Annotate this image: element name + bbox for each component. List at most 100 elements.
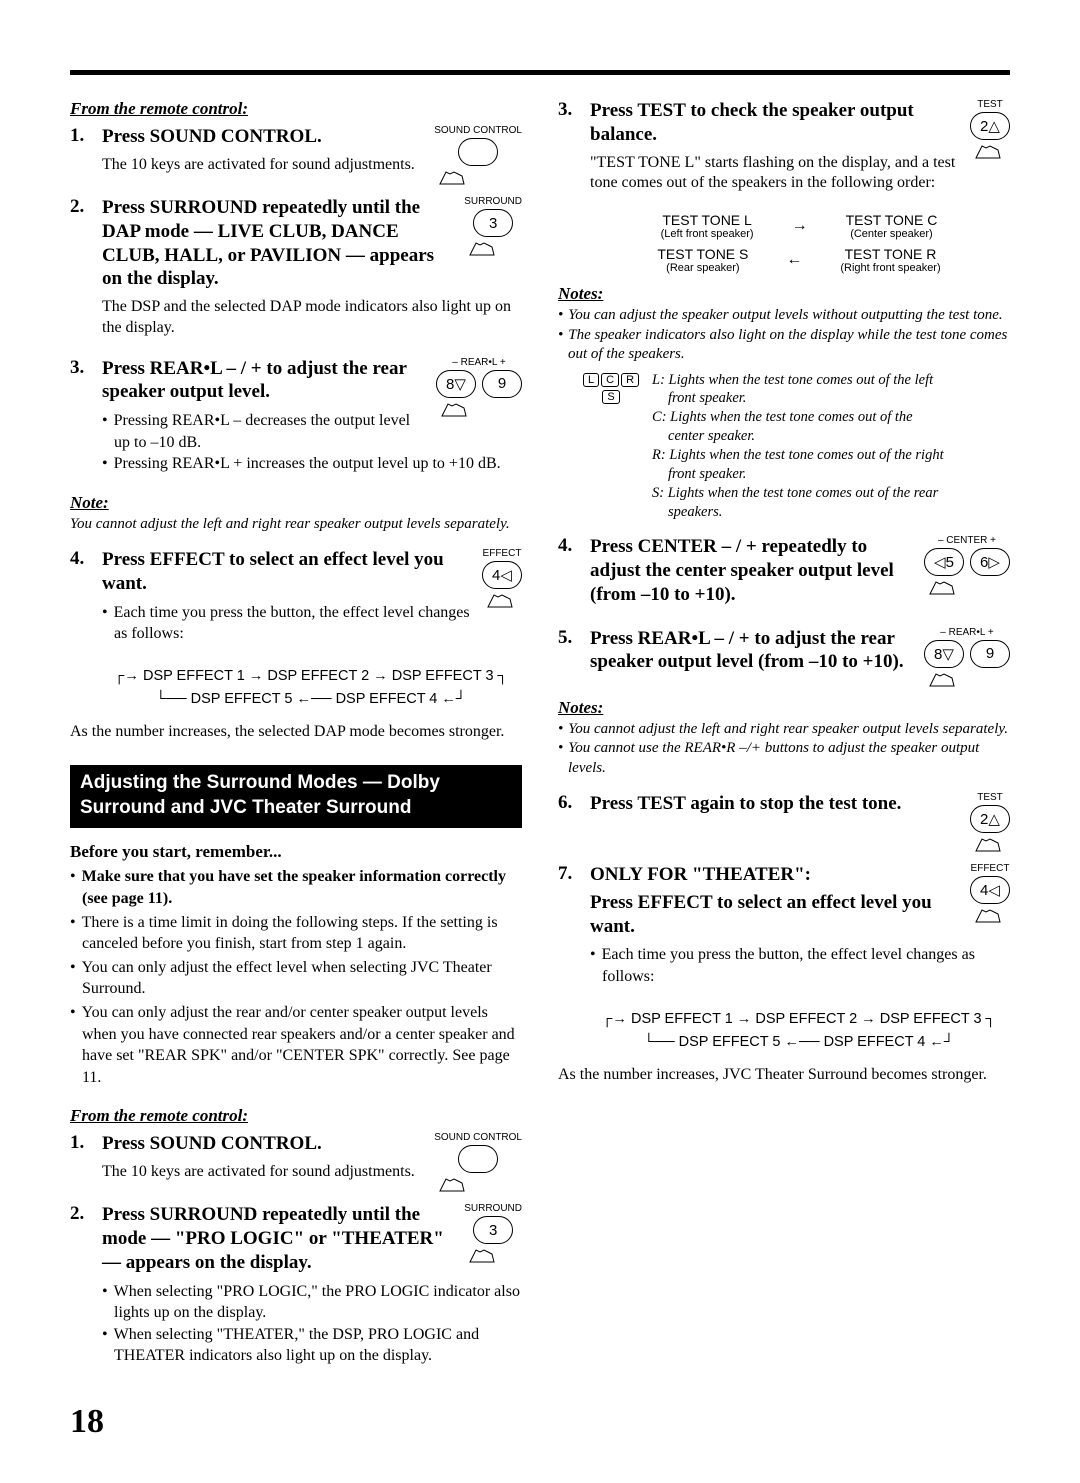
right-column: TEST 2△ 3. Press TEST to check the speak…: [558, 99, 1010, 1441]
step-bullets: Each time you press the button, the effe…: [590, 944, 1010, 987]
remote-button: 2△: [970, 112, 1010, 140]
step-3: – REAR•L + 8▽ 9 3. Press REAR•L – / + to…: [70, 357, 522, 483]
page-number: 18: [70, 1403, 522, 1441]
step-subtext: The DSP and the selected DAP mode indica…: [102, 297, 522, 339]
bullet-item: Make sure that you have set the speaker …: [70, 866, 522, 911]
manual-page: From the remote control: SOUND CONTROL 1…: [0, 0, 1080, 1483]
step-7r: EFFECT 4◁ 7. ONLY FOR "THEATER": Press E…: [558, 863, 1010, 995]
step-2b: SURROUND 3 2. Press SURROUND repeatedly …: [70, 1203, 522, 1375]
after-cycle-text: As the number increases, JVC Theater Sur…: [558, 1064, 1010, 1086]
dsp-effect-cycle: ┌→ DSP EFFECT 1 → DSP EFFECT 2 → DSP EFF…: [588, 1008, 1010, 1054]
test-icon: TEST 2△: [970, 792, 1010, 853]
step-bullets: When selecting "PRO LOGIC," the PRO LOGI…: [102, 1281, 522, 1367]
remote-button: ◁5: [924, 548, 964, 576]
hand-icon: [434, 166, 470, 186]
step-4: EFFECT 4◁ 4. Press EFFECT to select an e…: [70, 548, 522, 653]
step-heading: Press REAR•L – / + to adjust the rear sp…: [590, 627, 916, 675]
notes-list: You can adjust the speaker output levels…: [558, 306, 1010, 365]
bullet-item: When selecting "THEATER," the DSP, PRO L…: [102, 1324, 522, 1367]
indicator-descriptions: L: Lights when the test tone comes out o…: [652, 371, 952, 522]
test-icon: TEST 2△: [970, 99, 1010, 160]
from-remote-heading: From the remote control:: [70, 1106, 522, 1126]
remote-button: 9: [970, 640, 1010, 668]
step-1b: SOUND CONTROL 1. Press SOUND CONTROL. Th…: [70, 1132, 522, 1193]
notes-heading: Notes:: [558, 698, 1010, 718]
dsp-effect-cycle: ┌→ DSP EFFECT 1 → DSP EFFECT 2 → DSP EFF…: [100, 665, 522, 711]
pre-start-list: Make sure that you have set the speaker …: [70, 866, 522, 1090]
hand-icon: [464, 237, 500, 257]
bullet-item: Pressing REAR•L + increases the output l…: [102, 453, 522, 475]
hand-icon: [924, 576, 960, 596]
test-tone-diagram: TEST TONE L(Left front speaker) → TEST T…: [588, 212, 1010, 274]
remote-button: 4◁: [970, 876, 1010, 904]
remote-button: 6▷: [970, 548, 1010, 576]
hand-icon: [434, 1173, 470, 1193]
remote-button: 3: [473, 209, 513, 237]
note-item: You cannot use the REAR•R –/+ buttons to…: [558, 739, 1010, 778]
notes-list: You cannot adjust the left and right rea…: [558, 720, 1010, 779]
step-subtext: "TEST TONE L" starts flashing on the dis…: [590, 153, 1010, 195]
effect-icon: EFFECT 4◁: [970, 863, 1010, 924]
left-column: From the remote control: SOUND CONTROL 1…: [70, 99, 522, 1441]
hand-icon: [436, 398, 472, 418]
remote-button: [458, 138, 498, 166]
from-remote-heading: From the remote control:: [70, 99, 522, 119]
hand-icon: [970, 833, 1006, 853]
remote-button: 4◁: [482, 561, 522, 589]
step-bullets: Pressing REAR•L – decreases the output l…: [102, 410, 522, 475]
step-heading: Press EFFECT to select an effect level y…: [590, 891, 962, 939]
bullet-item: When selecting "PRO LOGIC," the PRO LOGI…: [102, 1281, 522, 1324]
two-columns: From the remote control: SOUND CONTROL 1…: [70, 99, 1010, 1441]
note-text: You cannot adjust the left and right rea…: [70, 515, 522, 535]
effect-icon: EFFECT 4◁: [482, 548, 522, 609]
hand-icon: [924, 668, 960, 688]
indicator-block: LCR S L: Lights when the test tone comes…: [568, 371, 1010, 522]
remote-button: 2△: [970, 805, 1010, 833]
hand-icon: [970, 904, 1006, 924]
remote-button: 8▽: [924, 640, 964, 668]
notes-heading: Notes:: [558, 284, 1010, 304]
sound-control-icon: SOUND CONTROL: [434, 1132, 522, 1193]
bullet-item: You can only adjust the effect level whe…: [70, 957, 522, 1002]
step-heading: ONLY FOR "THEATER":: [590, 863, 962, 887]
step-heading: Press SOUND CONTROL.: [102, 1132, 426, 1156]
step-1: SOUND CONTROL 1. Press SOUND CONTROL. Th…: [70, 125, 522, 186]
after-cycle-text: As the number increases, the selected DA…: [70, 721, 522, 743]
bullet-item: Each time you press the button, the effe…: [102, 602, 522, 645]
remote-button: 8▽: [436, 370, 476, 398]
step-heading: Press EFFECT to select an effect level y…: [102, 548, 474, 596]
hand-icon: [970, 140, 1006, 160]
note-heading: Note:: [70, 493, 522, 513]
bullet-item: There is a time limit in doing the follo…: [70, 912, 522, 957]
step-3r: TEST 2△ 3. Press TEST to check the speak…: [558, 99, 1010, 202]
surround-icon: SURROUND 3: [464, 1203, 522, 1264]
note-item: You can adjust the speaker output levels…: [558, 306, 1010, 326]
surround-icon: SURROUND 3: [464, 196, 522, 257]
top-rule: [70, 70, 1010, 75]
before-start-heading: Before you start, remember...: [70, 842, 522, 862]
bullet-item: Each time you press the button, the effe…: [590, 944, 1010, 987]
rear-l-icon: – REAR•L + 8▽ 9: [924, 627, 1010, 688]
hand-icon: [482, 589, 518, 609]
remote-button: [458, 1145, 498, 1173]
step-2: SURROUND 3 2. Press SURROUND repeatedly …: [70, 196, 522, 347]
hand-icon: [464, 1244, 500, 1264]
bullet-item: You can only adjust the rear and/or cent…: [70, 1002, 522, 1090]
note-item: The speaker indicators also light on the…: [558, 326, 1010, 365]
step-heading: Press SOUND CONTROL.: [102, 125, 426, 149]
step-bullets: Each time you press the button, the effe…: [102, 602, 522, 645]
step-heading: Press SURROUND repeatedly until the mode…: [102, 1203, 456, 1274]
section-heading-black: Adjusting the Surround Modes — Dolby Sur…: [70, 765, 522, 828]
step-heading: Press CENTER – / + repeatedly to adjust …: [590, 535, 916, 606]
step-heading: Press SURROUND repeatedly until the DAP …: [102, 196, 456, 291]
lcrs-icon: LCR S: [582, 373, 640, 404]
step-heading: Press REAR•L – / + to adjust the rear sp…: [102, 357, 428, 405]
remote-button: 3: [473, 1216, 513, 1244]
step-6r: TEST 2△ 6. Press TEST again to stop the …: [558, 792, 1010, 853]
step-heading: Press TEST to check the speaker output b…: [590, 99, 962, 147]
step-4r: – CENTER + ◁5 6▷ 4. Press CENTER – / + r…: [558, 535, 1010, 612]
step-heading: Press TEST again to stop the test tone.: [590, 792, 962, 816]
rear-l-icon: – REAR•L + 8▽ 9: [436, 357, 522, 418]
remote-button: 9: [482, 370, 522, 398]
step-5r: – REAR•L + 8▽ 9 5. Press REAR•L – / + to…: [558, 627, 1010, 688]
